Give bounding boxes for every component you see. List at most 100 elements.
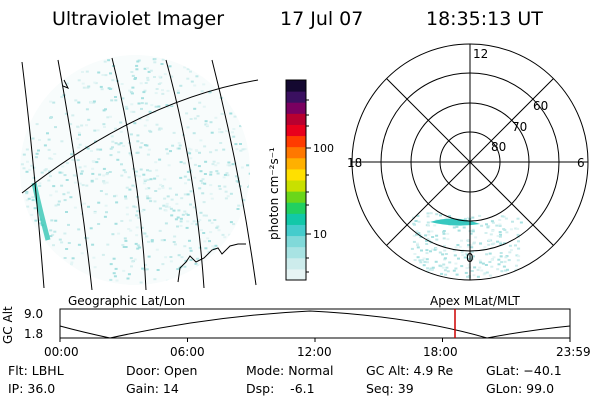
- speckle-dot: [73, 206, 77, 209]
- speckle-dot: [89, 227, 93, 230]
- speckle-dot: [131, 184, 135, 187]
- speckle-dot: [179, 161, 183, 164]
- filter-info: Flt: LBHL: [8, 363, 64, 378]
- speckle-dot: [467, 216, 470, 219]
- speckle-dot: [483, 272, 487, 275]
- speckle-dot: [112, 257, 116, 260]
- speckle-dot: [146, 115, 150, 118]
- speckle-dot: [214, 149, 218, 152]
- speckle-dot: [31, 199, 35, 202]
- speckle-dot: [92, 100, 96, 103]
- speckle-dot: [92, 101, 96, 104]
- timeline-y-label: GC Alt: [1, 306, 15, 344]
- ip-info: IP: 36.0: [8, 381, 56, 396]
- speckle-dot: [65, 211, 68, 213]
- speckle-dot: [209, 171, 213, 174]
- speckle-dot: [225, 130, 229, 132]
- speckle-dot: [104, 108, 107, 111]
- latitude-line: [21, 79, 259, 194]
- speckle-dot: [175, 193, 178, 196]
- speckle-dot: [452, 249, 456, 252]
- speckle-dot: [52, 101, 56, 104]
- speckle-dot: [164, 222, 168, 225]
- speckle-dot: [443, 244, 446, 247]
- speckle-dot: [119, 142, 123, 145]
- speckle-dot: [207, 250, 211, 253]
- speckle-dot: [37, 217, 41, 220]
- timeline-tick-0000: 00:00: [44, 345, 79, 359]
- speckle-dot: [143, 124, 147, 127]
- colorbar-swatch: [286, 202, 306, 214]
- speckle-dot: [425, 261, 429, 264]
- speckle-dot: [488, 261, 492, 263]
- speckle-dot: [470, 246, 474, 249]
- speckle-dot: [511, 220, 514, 223]
- speckle-dot: [158, 75, 162, 78]
- speckle-dot: [22, 167, 26, 170]
- speckle-dot: [40, 171, 44, 174]
- speckle-dot: [218, 128, 221, 131]
- speckle-dot: [97, 223, 101, 225]
- speckle-dot: [65, 162, 69, 165]
- speckle-dot: [454, 246, 458, 249]
- speckle-dot: [413, 253, 417, 255]
- speckle-dot: [170, 75, 174, 78]
- speckle-dot: [412, 222, 416, 225]
- speckle-dot: [218, 188, 222, 190]
- speckle-dot: [500, 215, 504, 218]
- colorbar-swatch: [286, 235, 306, 248]
- speckle-dot: [487, 238, 491, 241]
- instrument-title: Ultraviolet Imager: [52, 8, 225, 30]
- speckle-dot: [83, 165, 87, 168]
- speckle-dot: [108, 171, 112, 173]
- speckle-dot: [133, 185, 137, 188]
- speckle-dot: [164, 209, 168, 212]
- speckle-dot: [157, 105, 161, 108]
- speckle-dot: [91, 243, 95, 246]
- speckle-dot: [209, 184, 213, 187]
- speckle-dot: [502, 265, 506, 268]
- speckle-dot: [210, 222, 214, 224]
- speckle-dot: [37, 149, 40, 152]
- speckle-dot: [145, 195, 149, 198]
- speckle-dot: [135, 214, 139, 217]
- speckle-dot: [142, 182, 146, 185]
- speckle-dot: [146, 76, 150, 79]
- speckle-dot: [30, 164, 34, 167]
- speckle-dot: [145, 119, 149, 122]
- speckle-dot: [429, 212, 433, 215]
- speckle-dot: [138, 175, 142, 178]
- speckle-dot: [454, 262, 458, 265]
- speckle-dot: [67, 223, 70, 226]
- speckle-dot: [123, 237, 127, 240]
- speckle-dot: [183, 175, 187, 178]
- colorbar-swatch: [286, 268, 306, 281]
- speckle-dot: [467, 239, 471, 242]
- speckle-dot: [189, 118, 193, 120]
- speckle-dot: [427, 233, 431, 236]
- speckle-dot: [121, 97, 125, 100]
- speckle-dot: [161, 263, 165, 266]
- speckle-dot: [69, 123, 73, 126]
- speckle-dot: [203, 173, 207, 175]
- speckle-dot: [509, 249, 513, 252]
- speckle-dot: [516, 259, 520, 262]
- speckle-dot: [130, 71, 134, 73]
- speckle-dot: [412, 240, 416, 243]
- speckle-dot: [223, 185, 227, 188]
- speckle-dot: [235, 148, 239, 151]
- speckle-dot: [463, 256, 467, 259]
- speckle-dot: [240, 166, 244, 169]
- speckle-dot: [122, 145, 126, 147]
- speckle-dot: [76, 125, 80, 128]
- speckle-dot: [498, 235, 502, 238]
- speckle-dot: [141, 267, 145, 270]
- speckle-dot: [78, 133, 81, 136]
- speckle-dot: [60, 140, 64, 143]
- speckle-dot: [28, 168, 32, 171]
- speckle-dot: [22, 153, 26, 156]
- timeline-tick-2359: 23:59: [556, 345, 591, 359]
- speckle-dot: [200, 90, 204, 93]
- auroral-oval-emission: [430, 218, 480, 226]
- speckle-dot: [100, 88, 104, 91]
